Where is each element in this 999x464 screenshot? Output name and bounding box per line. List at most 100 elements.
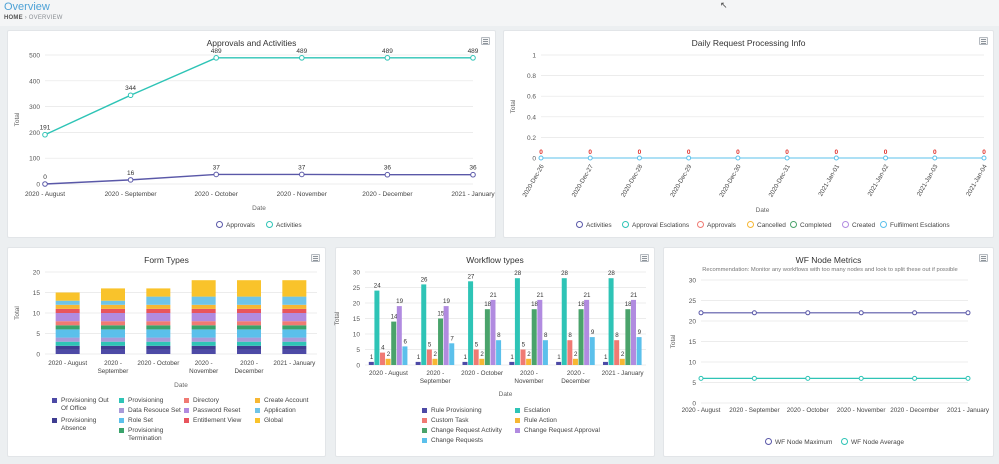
legend-item[interactable]: Completed (790, 221, 831, 229)
chart-menu-button[interactable] (481, 37, 490, 45)
legend-item[interactable]: Approval Esclations (622, 221, 689, 229)
data-label: 37 (298, 164, 306, 171)
bar (567, 340, 573, 365)
daily-request-card: Daily Request Processing Info 0 0.2 0.4 0.6… (503, 30, 994, 238)
bar-segment (55, 329, 80, 338)
legend-item[interactable]: Cancelled (747, 221, 786, 229)
data-point (384, 55, 391, 61)
legend-label: Change Request Approval (524, 427, 600, 434)
bar-segment (101, 329, 125, 338)
legend-marker-icon (880, 221, 887, 228)
legend-item[interactable]: WF Node Maximum (765, 438, 832, 446)
legend-swatch-icon (422, 438, 427, 443)
legend-swatch-icon (119, 428, 124, 433)
data-point (127, 92, 134, 99)
y-tick-label: 20 (689, 319, 697, 326)
bar (415, 361, 421, 365)
x-tick-label: 2020 - (426, 370, 444, 377)
chart-menu-button[interactable] (979, 254, 988, 262)
data-label: 1 (604, 354, 608, 361)
bar-segment (101, 300, 125, 305)
y-tick-label: 0.6 (527, 94, 536, 101)
chart-menu-button[interactable] (311, 254, 320, 262)
bar-segment (55, 300, 80, 305)
chart-menu-button[interactable] (640, 254, 649, 262)
page-header: Overview HOME › OVERVIEW ↖ (0, 0, 999, 26)
x-tick-label: 2020 - August (48, 360, 87, 367)
legend-item[interactable]: WF Node Average (841, 438, 904, 446)
legend-item[interactable]: Approvals (216, 221, 255, 229)
bar-segment (237, 313, 261, 322)
x-tick-label: 2021 - January (273, 360, 316, 367)
bar-segment (191, 341, 216, 346)
x-tick-label: 2020 - (104, 360, 122, 367)
bar-segment (101, 345, 125, 350)
y-axis-label: Total (510, 99, 517, 113)
bar (561, 278, 567, 365)
legend-item[interactable]: Fulfilment Esclations (880, 221, 950, 229)
data-label: 7 (450, 335, 454, 342)
bar-segment (282, 296, 307, 305)
legend-swatch-icon (184, 418, 189, 423)
data-label: 37 (213, 164, 221, 171)
data-point (42, 181, 48, 187)
legend-label: Create Account (264, 397, 309, 404)
series-line (44, 57, 473, 136)
bar (619, 358, 625, 365)
y-tick-label: 1 (532, 53, 536, 60)
y-axis-label: Total (334, 311, 341, 325)
data-point (698, 375, 704, 381)
y-axis-label: Total (14, 112, 21, 126)
x-tick-label: 2020 - August (369, 370, 408, 377)
bar (630, 299, 636, 365)
bar (368, 361, 374, 365)
bar-segment (146, 288, 171, 297)
bar-segment (191, 345, 216, 350)
data-point (470, 55, 476, 61)
bar (636, 337, 642, 365)
breadcrumb-separator: › (24, 15, 27, 21)
bar-segment (101, 321, 125, 326)
bar (520, 349, 526, 365)
data-label: 8 (497, 332, 501, 339)
y-tick-label: 15 (689, 339, 697, 346)
legend-item[interactable]: Activities (576, 221, 612, 229)
data-point (965, 310, 971, 316)
legend-swatch-icon (515, 418, 520, 423)
wf-node-metrics-card: WF Node Metrics Recommendation: Monitor … (663, 247, 994, 457)
legend-label: Entitlement View (193, 417, 242, 424)
chart-menu-button[interactable] (979, 37, 988, 45)
bar (391, 321, 397, 365)
legend-label: Created (852, 222, 876, 229)
x-tick-label: November (189, 368, 218, 375)
bar-segment (101, 325, 125, 330)
data-label: 28 (561, 270, 568, 277)
x-tick-label: September (420, 378, 451, 385)
data-label: 18 (484, 301, 491, 308)
bar (589, 337, 595, 365)
x-tick-label: 2020 - (520, 370, 538, 377)
data-label: 9 (591, 329, 595, 336)
bar (509, 361, 515, 365)
bar-segment (191, 304, 216, 309)
bar-segment (146, 304, 171, 309)
breadcrumb-current: OVERVIEW (28, 15, 63, 21)
legend-item[interactable]: Approvals (697, 221, 736, 229)
legend-swatch-icon (119, 408, 124, 413)
chart-title: Form Types (144, 255, 189, 265)
legend-swatch-icon (184, 408, 189, 413)
legend-item[interactable]: Activities (266, 221, 302, 229)
data-label: 0 (785, 149, 789, 156)
data-point (883, 155, 889, 161)
bar (531, 309, 537, 365)
data-label: 36 (384, 165, 392, 172)
legend-swatch-icon (119, 398, 124, 403)
data-label: 1 (557, 354, 561, 361)
legend-item[interactable]: Created (842, 221, 875, 229)
bar (514, 278, 520, 365)
data-point (858, 310, 864, 316)
bar (578, 309, 584, 365)
breadcrumb-home[interactable]: HOME (4, 15, 23, 21)
bar (608, 278, 614, 365)
bar-segment (282, 329, 307, 338)
